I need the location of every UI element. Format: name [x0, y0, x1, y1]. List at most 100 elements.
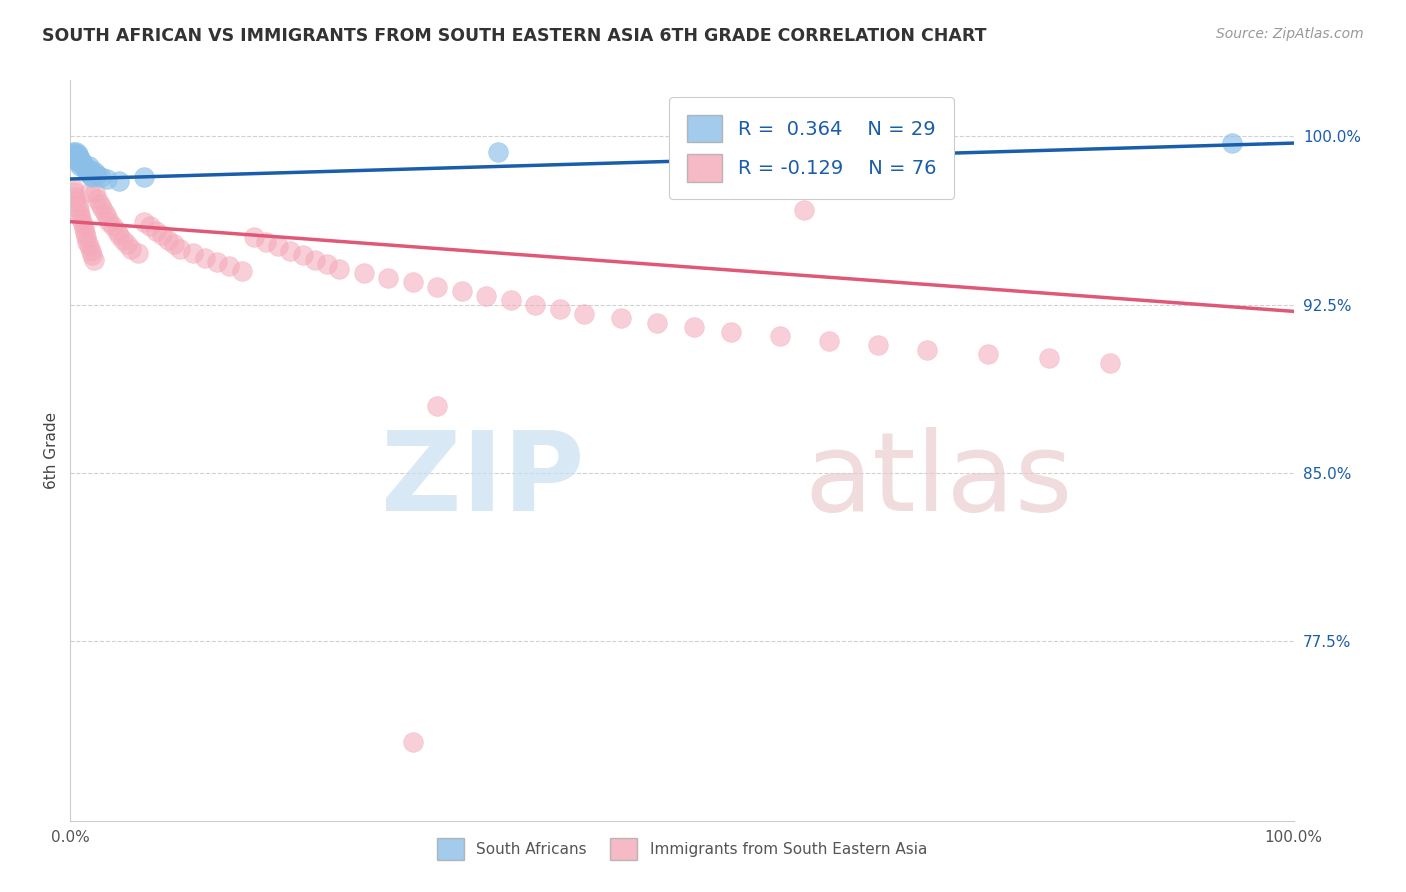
Point: [548, 302, 571, 317]
Point: [86, 168, 108, 182]
Point: [316, 257, 339, 271]
Point: [194, 251, 217, 265]
Point: [105, 224, 128, 238]
Point: [291, 248, 314, 262]
Point: [769, 329, 792, 343]
Y-axis label: 6th Grade: 6th Grade: [44, 412, 59, 489]
Point: [75, 230, 97, 244]
Point: [132, 169, 155, 184]
Point: [73, 221, 96, 235]
Point: [101, 219, 124, 233]
Point: [231, 264, 253, 278]
Point: [157, 233, 180, 247]
Point: [75, 163, 97, 178]
Point: [145, 224, 167, 238]
Point: [163, 237, 186, 252]
Point: [69, 152, 91, 166]
Point: [150, 228, 173, 243]
Point: [499, 293, 522, 307]
Point: [524, 298, 547, 312]
Point: [66, 199, 89, 213]
Point: [402, 735, 425, 749]
Point: [67, 150, 90, 164]
Point: [121, 242, 143, 256]
Point: [647, 316, 669, 330]
Point: [488, 145, 510, 159]
Point: [169, 242, 191, 256]
Point: [96, 210, 118, 224]
Point: [65, 152, 87, 166]
Point: [111, 233, 134, 247]
Point: [73, 161, 96, 175]
Point: [65, 145, 87, 159]
Point: [267, 239, 290, 253]
Point: [65, 194, 87, 209]
Point: [1220, 136, 1243, 150]
Point: [1099, 356, 1122, 370]
Point: [73, 226, 96, 240]
Point: [353, 266, 375, 280]
Point: [1038, 351, 1060, 366]
Point: [96, 172, 118, 186]
Legend: South Africans, Immigrants from South Eastern Asia: South Africans, Immigrants from South Ea…: [425, 826, 939, 872]
Point: [80, 163, 103, 178]
Point: [475, 288, 498, 302]
Point: [70, 212, 93, 227]
Point: [62, 181, 84, 195]
Point: [426, 399, 449, 413]
Point: [304, 252, 326, 267]
Point: [86, 192, 108, 206]
Point: [67, 203, 90, 218]
Point: [915, 343, 938, 357]
Point: [67, 156, 90, 170]
Point: [243, 230, 266, 244]
Point: [77, 159, 100, 173]
Point: [108, 174, 131, 188]
Point: [72, 156, 94, 170]
Point: [89, 196, 111, 211]
Point: [76, 165, 98, 179]
Point: [402, 275, 425, 289]
Point: [254, 235, 277, 249]
Point: [976, 347, 998, 361]
Point: [76, 235, 98, 249]
Point: [62, 145, 84, 159]
Point: [610, 311, 633, 326]
Point: [115, 237, 138, 252]
Point: [82, 248, 104, 262]
Point: [93, 205, 115, 219]
Point: [90, 169, 112, 184]
Point: [63, 150, 86, 164]
Point: [63, 186, 86, 200]
Point: [127, 246, 149, 260]
Text: Source: ZipAtlas.com: Source: ZipAtlas.com: [1216, 27, 1364, 41]
Text: ZIP: ZIP: [381, 426, 583, 533]
Point: [108, 228, 131, 243]
Point: [82, 169, 104, 184]
Point: [79, 186, 101, 200]
Point: [139, 219, 162, 233]
Text: atlas: atlas: [804, 426, 1073, 533]
Point: [181, 246, 204, 260]
Point: [205, 255, 228, 269]
Point: [80, 244, 103, 258]
Point: [72, 217, 94, 231]
Point: [426, 279, 449, 293]
Point: [83, 186, 105, 200]
Point: [83, 165, 105, 179]
Point: [83, 252, 105, 267]
Point: [132, 214, 155, 228]
Point: [720, 325, 742, 339]
Point: [69, 208, 91, 222]
Point: [66, 147, 89, 161]
Point: [63, 147, 86, 161]
Point: [69, 159, 91, 173]
Point: [866, 338, 889, 352]
Point: [79, 168, 101, 182]
Point: [450, 284, 472, 298]
Point: [218, 260, 240, 274]
Point: [280, 244, 302, 258]
Point: [98, 214, 121, 228]
Point: [63, 190, 86, 204]
Point: [77, 239, 100, 253]
